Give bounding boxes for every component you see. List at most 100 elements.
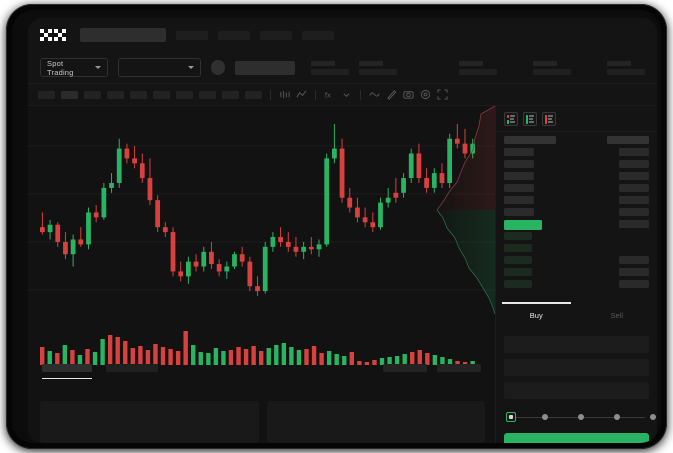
slider-step-25[interactable] xyxy=(542,414,548,420)
orderbook-both-icon[interactable] xyxy=(504,112,518,126)
orderbook-cell-left xyxy=(504,148,534,156)
market-stat-label xyxy=(359,60,383,66)
orderbook-cell-right xyxy=(619,280,649,288)
chart-tab-label xyxy=(106,364,158,372)
orderbook-cell-left xyxy=(504,256,532,264)
total-field[interactable] xyxy=(504,382,649,399)
orderbook-trade-panel: Buy Sell xyxy=(496,106,657,443)
orderbook-row[interactable] xyxy=(496,218,657,230)
drawing-tools-icon[interactable] xyxy=(386,89,397,100)
slider-step-50[interactable] xyxy=(578,414,584,420)
orderbook-row[interactable] xyxy=(496,170,657,182)
volume-histogram[interactable] xyxy=(28,321,495,381)
search-input[interactable] xyxy=(80,28,166,42)
chart-tabs-right-group xyxy=(383,364,481,372)
orderbook-row[interactable] xyxy=(496,206,657,218)
candlestick-chart-icon[interactable] xyxy=(279,89,290,100)
toolbar-divider xyxy=(270,89,271,100)
nav-item-0[interactable] xyxy=(176,30,208,40)
orderbook-row[interactable] xyxy=(496,254,657,266)
interval-button-7[interactable] xyxy=(199,90,216,99)
orderbook-row[interactable] xyxy=(496,242,657,254)
chart-tab-0[interactable] xyxy=(42,364,92,379)
chart-gridlines xyxy=(28,145,495,291)
trading-pair-select[interactable] xyxy=(117,58,201,77)
okx-logo-icon[interactable] xyxy=(40,29,70,41)
submit-buy-button[interactable] xyxy=(504,433,649,443)
bottom-panel-1[interactable] xyxy=(266,401,485,443)
orderbook-cell-left xyxy=(504,232,532,240)
market-stat-label xyxy=(533,60,557,66)
slider-step-75[interactable] xyxy=(614,414,620,420)
chart-tab-right-0[interactable] xyxy=(383,364,427,372)
interval-button-8[interactable] xyxy=(222,90,239,99)
orderbook-row[interactable] xyxy=(496,266,657,278)
tab-buy-label: Buy xyxy=(529,310,543,320)
market-stat-4 xyxy=(607,60,645,75)
fullscreen-icon[interactable] xyxy=(437,89,448,100)
wave-chart-icon[interactable] xyxy=(369,89,380,100)
slider-handle-0[interactable] xyxy=(506,412,516,422)
orderbook-cell-right xyxy=(619,160,649,168)
line-chart-icon[interactable] xyxy=(296,89,307,100)
market-stat-value xyxy=(533,68,571,75)
coin-avatar-icon xyxy=(210,60,226,75)
amount-field[interactable] xyxy=(504,359,649,376)
interval-button-1[interactable] xyxy=(61,90,78,99)
price-field[interactable] xyxy=(504,336,649,353)
interval-button-0[interactable] xyxy=(38,90,55,99)
chart-tab-label xyxy=(42,364,92,372)
interval-button-6[interactable] xyxy=(176,90,193,99)
chevron-down-icon xyxy=(187,66,194,69)
orderbook-bids-icon[interactable] xyxy=(523,112,537,126)
nav-item-1[interactable] xyxy=(218,30,250,40)
indicators-icon[interactable]: fx xyxy=(324,89,335,100)
nav-item-3[interactable] xyxy=(302,30,334,40)
bottom-panel-0[interactable] xyxy=(40,401,259,443)
tab-buy[interactable]: Buy xyxy=(496,302,577,328)
chart-bottom-tabs xyxy=(28,355,495,381)
orderbook-rows[interactable] xyxy=(496,134,657,299)
spot-trading-dropdown[interactable]: Spot Trading xyxy=(40,58,108,77)
slider-step-100[interactable] xyxy=(650,414,656,420)
tab-sell[interactable]: Sell xyxy=(577,302,658,328)
interval-button-3[interactable] xyxy=(107,90,124,99)
market-stat-1 xyxy=(359,60,397,75)
interval-button-4[interactable] xyxy=(130,90,147,99)
interval-button-2[interactable] xyxy=(84,90,101,99)
orderbook-row[interactable] xyxy=(496,134,657,146)
orderbook-cell-left xyxy=(504,280,532,288)
market-stat-3 xyxy=(533,60,571,75)
slider-track xyxy=(510,417,645,418)
interval-button-9[interactable] xyxy=(245,90,262,99)
orderbook-row[interactable] xyxy=(496,158,657,170)
nav-item-2[interactable] xyxy=(260,30,292,40)
orderbook-row[interactable] xyxy=(496,194,657,206)
orderbook-row[interactable] xyxy=(496,182,657,194)
device-frame: Spot Trading xyxy=(6,4,667,449)
tab-sell-label: Sell xyxy=(610,310,623,320)
chevron-down-icon[interactable] xyxy=(341,89,352,100)
orderbook-row[interactable] xyxy=(496,146,657,158)
chart-column xyxy=(28,106,496,443)
volume-svg xyxy=(40,331,475,365)
camera-icon[interactable] xyxy=(403,89,414,100)
orderbook-cell-left xyxy=(504,208,534,216)
chart-tab-1[interactable] xyxy=(106,364,158,372)
orderbook-row[interactable] xyxy=(496,230,657,242)
market-subheader: Spot Trading xyxy=(28,52,657,84)
orderbook-row[interactable] xyxy=(496,278,657,290)
candlestick-chart[interactable] xyxy=(28,106,495,314)
app-screen: Spot Trading xyxy=(28,18,657,443)
percent-slider[interactable] xyxy=(506,411,656,425)
settings-icon[interactable] xyxy=(420,89,431,100)
orderbook-cell-right xyxy=(619,220,649,228)
toolbar-divider xyxy=(360,89,361,100)
interval-button-5[interactable] xyxy=(153,90,170,99)
orderbook-asks-icon[interactable] xyxy=(542,112,556,126)
market-stat-label xyxy=(311,60,335,66)
chart-tab-right-1[interactable] xyxy=(437,364,481,372)
chart-tab-label xyxy=(383,364,427,372)
market-stat-2 xyxy=(459,60,497,75)
market-stat-value xyxy=(359,68,397,75)
